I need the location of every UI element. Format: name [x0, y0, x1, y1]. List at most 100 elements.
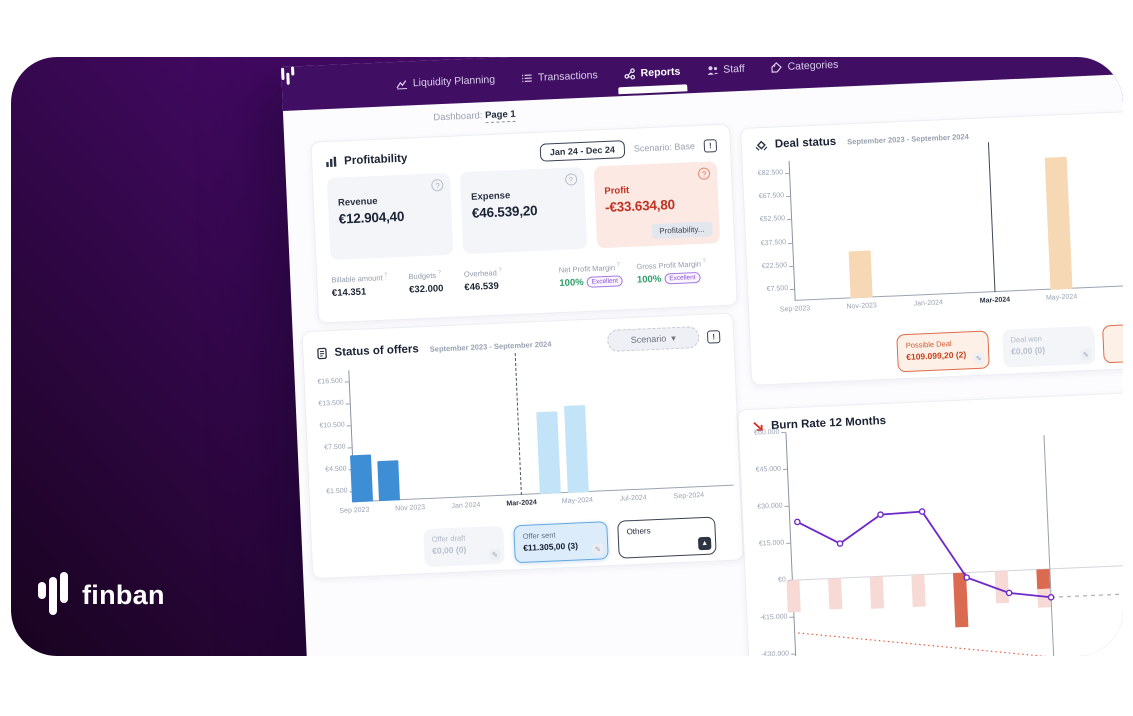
x-tick-label: May-2024 [561, 496, 594, 506]
deal-status-title: Deal status [774, 135, 837, 151]
metric-value: €32.000 [408, 282, 444, 296]
offers-legend-offer-draft[interactable]: Offer draft €0,00 (0) ✎ [423, 525, 505, 568]
bar-May-2024 [1044, 156, 1073, 290]
metric-value: 100% Excellent [637, 271, 707, 285]
metric-billable-amount: Billable amount ? €14.351 [331, 273, 388, 299]
y-tick-label: -€30.000 [761, 650, 790, 656]
stat-value: €46.539,20 [471, 202, 538, 221]
report-icon[interactable]: ! [703, 138, 718, 153]
help-icon[interactable]: ? [700, 258, 707, 265]
deal-status-plot: Sep-2023 Nov-2023 Jan-2024 Mar-2024 May-2024 [780, 142, 1123, 313]
burn-bar [911, 574, 926, 608]
edit-icon[interactable]: ✎ [973, 352, 985, 365]
breadcrumb-section[interactable]: Dashboard: [433, 110, 483, 124]
x-axis [794, 281, 1123, 301]
y-tick-label: €7.500 [766, 285, 789, 294]
nav-item-categories[interactable]: Categories [770, 59, 839, 74]
x-axis [354, 484, 734, 503]
trend-dotted-line [798, 632, 1123, 656]
finban-logo-icon [38, 572, 68, 618]
deal-legend-deal-won[interactable]: Deal won €0,00 (0) ✎ [1002, 325, 1096, 368]
nav-item-reports[interactable]: Reports [623, 65, 681, 80]
y-tick-mark [787, 219, 792, 221]
bar-Oct-2023 [376, 460, 400, 502]
y-tick-label: €45.000 [755, 465, 782, 474]
burn-bar [869, 576, 885, 609]
line-marker [836, 540, 844, 547]
metric-budgets: Budgets ? €32.000 [408, 270, 443, 295]
help-icon[interactable]: ? [435, 270, 442, 277]
help-icon[interactable]: ? [614, 262, 621, 269]
metric-label: Budgets ? [408, 270, 442, 282]
collapse-icon[interactable]: ▲ [697, 536, 712, 551]
finban-logo-icon[interactable] [281, 66, 347, 96]
metric-label: Gross Profit Margin ? [636, 258, 707, 272]
burn-rate-icon [753, 422, 763, 431]
y-tick-mark [785, 172, 790, 174]
help-icon[interactable]: ? [382, 272, 388, 279]
line-marker [1047, 593, 1055, 601]
stat-value: -€33.634,80 [604, 196, 676, 215]
stat-box-profit: ? Profit -€33.634,80 Profitability... [593, 161, 721, 249]
rating-badge: Excellent [664, 271, 701, 284]
x-tick-label: Jul-2024 [619, 494, 647, 503]
burn-bar [994, 570, 1010, 604]
y-tick-mark [789, 265, 794, 268]
status-of-offers-card: Status of offers September 2023 - Septem… [301, 312, 744, 580]
legend-value: €0,00 (0) [1010, 344, 1046, 357]
legend-label: Offer draft [431, 533, 466, 544]
report-icon[interactable]: ! [706, 329, 721, 344]
offers-legend-others[interactable]: Others ▲ [617, 516, 717, 559]
profitability-settings-button[interactable]: Profitability... [650, 221, 713, 239]
bar-Nov-2023 [848, 250, 873, 299]
x-tick-label: Mar-2024 [506, 499, 537, 508]
offers-legend-offer-sent[interactable]: Offer sent €11.305,00 (3) ✎ [513, 521, 609, 564]
tag-icon [771, 62, 782, 73]
deal-legend-clipped[interactable] [1102, 321, 1123, 364]
burn-rate-card: Burn Rate 12 Months €60.000 €45.000 €30.00… [737, 388, 1123, 656]
edit-icon[interactable]: ✎ [489, 548, 501, 561]
offers-scenario-dropdown[interactable]: Scenario ▾ [606, 326, 700, 353]
today-marker-line [1043, 435, 1056, 656]
y-tick-label: -€15.000 [759, 613, 788, 622]
date-range-picker[interactable]: Jan 24 - Dec 24 [539, 140, 626, 162]
people-icon [707, 66, 718, 75]
y-tick-mark [786, 195, 791, 198]
y-tick-mark [790, 289, 795, 291]
help-icon[interactable]: ? [564, 173, 578, 186]
nav-item-label: Liquidity Planning [412, 73, 496, 90]
nav-item-liquidity-planning[interactable]: Liquidity Planning [396, 73, 496, 90]
status-of-offers-title: Status of offers [334, 343, 420, 359]
nav-item-transactions[interactable]: Transactions [521, 69, 598, 84]
metric-gross-profit-margin: Gross Profit Margin ? 100% Excellent [636, 259, 707, 286]
y-tick-label: €82.500 [757, 168, 784, 177]
stat-box-revenue: ? Revenue €12.904,40 [326, 172, 454, 261]
burn-bar-dark [1036, 568, 1051, 590]
y-tick-mark [788, 242, 793, 244]
edit-icon[interactable]: ✎ [1080, 348, 1092, 361]
y-tick-label: €37.500 [760, 238, 787, 247]
help-icon[interactable]: ? [496, 267, 502, 274]
x-tick-label: Sep-2024 [673, 491, 705, 501]
list-icon [522, 74, 533, 83]
y-tick-label: €10.500 [319, 421, 345, 430]
deal-status-card: Deal status September 2023 - September 2… [740, 107, 1123, 386]
stat-label: Expense [470, 190, 511, 203]
legend-value: €109.099,20 (2) [906, 349, 967, 362]
help-icon[interactable]: ? [697, 167, 711, 180]
breadcrumb: Dashboard: Page 1 [433, 108, 517, 124]
bar-May-2024 [563, 404, 589, 493]
line-marker [918, 508, 926, 515]
nav-item-staff[interactable]: Staff [706, 63, 745, 77]
stat-label: Profit [604, 184, 630, 198]
y-axis [348, 370, 356, 503]
nav-item-label: Reports [640, 65, 681, 80]
nav-item-label: Staff [722, 62, 745, 76]
burn-rate-line [796, 510, 1052, 599]
help-icon[interactable]: ? [431, 179, 444, 192]
deal-legend-possible-deal[interactable]: Possible Deal €109.099,20 (2) ✎ [896, 330, 990, 373]
breadcrumb-page[interactable]: Page 1 [484, 108, 517, 124]
y-tick-label: €15.000 [758, 539, 785, 548]
edit-icon[interactable]: ✎ [592, 543, 604, 555]
y-tick-label: €1.500 [326, 487, 348, 496]
